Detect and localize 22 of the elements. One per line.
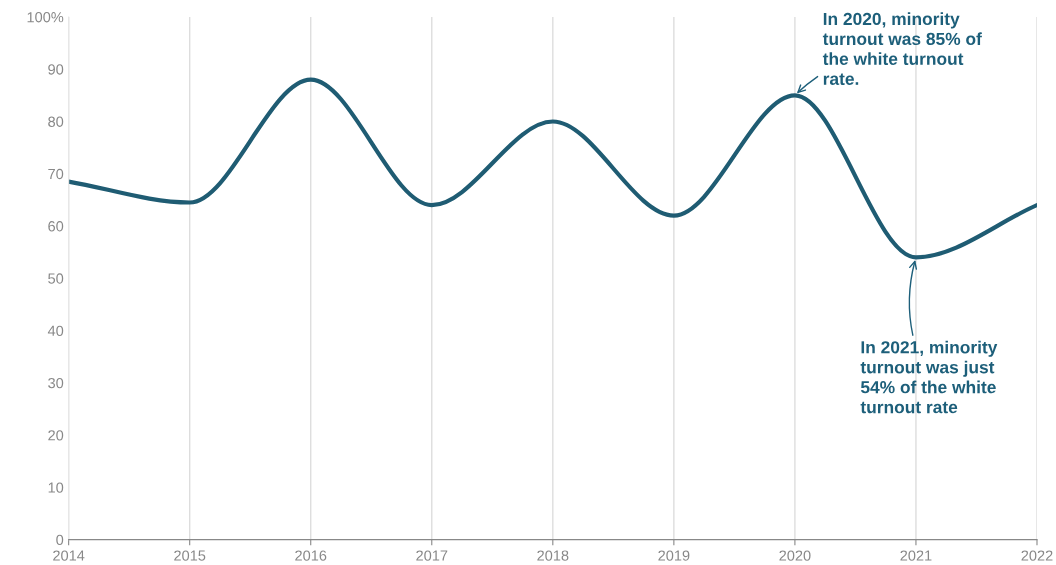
x-tick-label: 2015 xyxy=(174,550,206,561)
x-tick-label: 2017 xyxy=(416,550,448,561)
y-tick-label: 70 xyxy=(48,168,64,180)
x-tick-label: 2021 xyxy=(900,550,932,561)
x-tick-label: 2014 xyxy=(53,550,85,561)
y-tick-label: 0 xyxy=(56,534,64,545)
annotation: In 2021, minority turnout was just 54% of the white turnout rate xyxy=(860,340,998,414)
x-tick-label: 2016 xyxy=(295,550,327,561)
y-tick-label: 50 xyxy=(48,273,64,284)
y-tick-label: 20 xyxy=(48,430,64,441)
y-tick-label: 30 xyxy=(48,377,64,389)
x-tick-label: 2018 xyxy=(537,550,569,561)
y-tick-label: 40 xyxy=(47,325,64,336)
annotation: In 2020, minority turnout was 85% of the white turnout rate. xyxy=(822,12,982,85)
x-tick-label: 2022 xyxy=(1021,550,1053,561)
x-tick-label: 2019 xyxy=(658,550,690,561)
x-tick-label: 2020 xyxy=(779,550,811,561)
y-tick-label: 60 xyxy=(48,221,64,232)
y-tick-label: 80 xyxy=(48,116,64,127)
y-tick-label: 10 xyxy=(48,482,64,493)
y-tick-label: 100% xyxy=(27,12,64,23)
y-tick-label: 90 xyxy=(48,64,64,75)
